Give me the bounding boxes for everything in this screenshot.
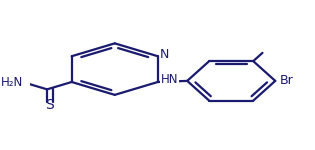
Text: N: N — [159, 48, 169, 61]
Text: H₂N: H₂N — [0, 76, 23, 89]
Text: HN: HN — [161, 73, 178, 86]
Text: Br: Br — [280, 74, 294, 87]
Text: S: S — [46, 98, 54, 112]
